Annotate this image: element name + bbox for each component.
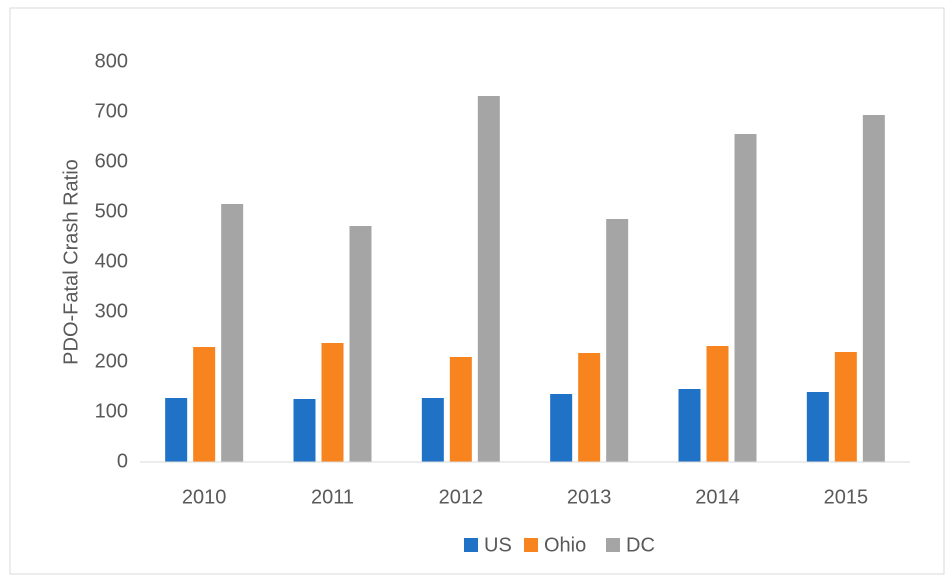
bar	[834, 352, 857, 462]
legend-swatch	[606, 538, 620, 552]
chart-border	[9, 7, 945, 575]
bar	[706, 346, 729, 462]
bar	[477, 96, 500, 462]
legend-label: DC	[626, 534, 655, 556]
bar	[349, 226, 372, 462]
legend-swatch	[524, 538, 538, 552]
bar	[165, 398, 188, 462]
x-tick-label: 2011	[311, 486, 354, 508]
x-tick-label: 2010	[182, 486, 227, 508]
bar	[678, 389, 701, 462]
x-tick-label: 2014	[695, 486, 740, 508]
x-tick-label: 2013	[567, 486, 612, 508]
y-tick-label: 100	[95, 400, 128, 422]
y-tick-label: 200	[95, 350, 128, 372]
y-tick-label: 0	[117, 450, 128, 472]
legend-label: US	[484, 534, 512, 556]
legend-label: Ohio	[544, 534, 586, 556]
bar	[734, 134, 757, 462]
y-tick-label: 500	[95, 200, 128, 222]
legend-swatch	[464, 538, 478, 552]
bar	[806, 392, 829, 462]
x-tick-label: 2015	[824, 486, 869, 508]
bar	[193, 347, 216, 462]
bar	[293, 399, 316, 462]
bar	[421, 398, 444, 462]
bar	[606, 219, 629, 462]
bar	[221, 204, 244, 462]
y-axis-title: PDO-Fatal Crash Ratio	[60, 159, 82, 365]
x-tick-label: 2012	[439, 486, 484, 508]
bar	[862, 115, 885, 462]
y-tick-label: 800	[95, 50, 128, 72]
y-tick-label: 600	[95, 150, 128, 172]
bar	[550, 394, 573, 462]
y-tick-label: 400	[95, 250, 128, 272]
bar	[449, 357, 472, 462]
bar	[321, 343, 344, 462]
bar	[578, 353, 601, 462]
y-tick-label: 300	[95, 300, 128, 322]
y-tick-label: 700	[95, 100, 128, 122]
